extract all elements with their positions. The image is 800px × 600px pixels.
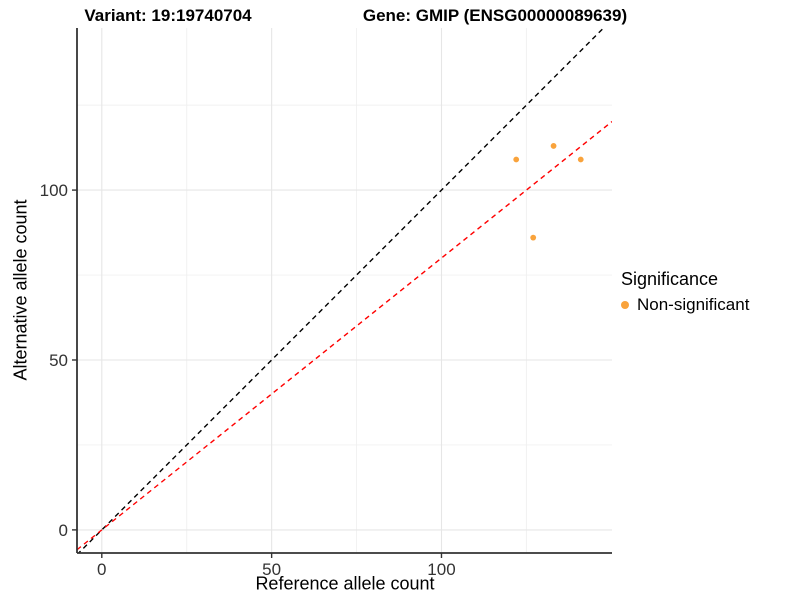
y-axis-label: Alternative allele count <box>10 199 31 381</box>
legend-title: Significance <box>621 269 719 289</box>
legend-item-non-significant: Non-significant <box>621 295 749 315</box>
data-point <box>577 156 584 163</box>
y-tick-label: 100 <box>40 181 68 200</box>
legend: Significance Non-significant <box>621 269 749 315</box>
fit-line <box>77 121 612 551</box>
x-tick-label: 100 <box>427 560 455 579</box>
legend-item-label: Non-significant <box>637 295 750 314</box>
data-point <box>530 234 537 241</box>
data-point <box>513 156 520 163</box>
data-point <box>550 143 557 149</box>
x-axis-label: Reference allele count <box>255 573 435 594</box>
y-tick-label: 0 <box>59 521 68 540</box>
identity-line <box>77 28 605 553</box>
legend-point-icon <box>621 301 629 309</box>
x-tick-label: 0 <box>97 560 106 579</box>
plot-title-variant: Variant: 19:19740704 <box>84 6 252 25</box>
plot-title-gene: Gene: GMIP (ENSG00000089639) <box>362 6 628 25</box>
y-tick-label: 50 <box>49 351 68 370</box>
x-tick-label: 50 <box>262 560 281 579</box>
